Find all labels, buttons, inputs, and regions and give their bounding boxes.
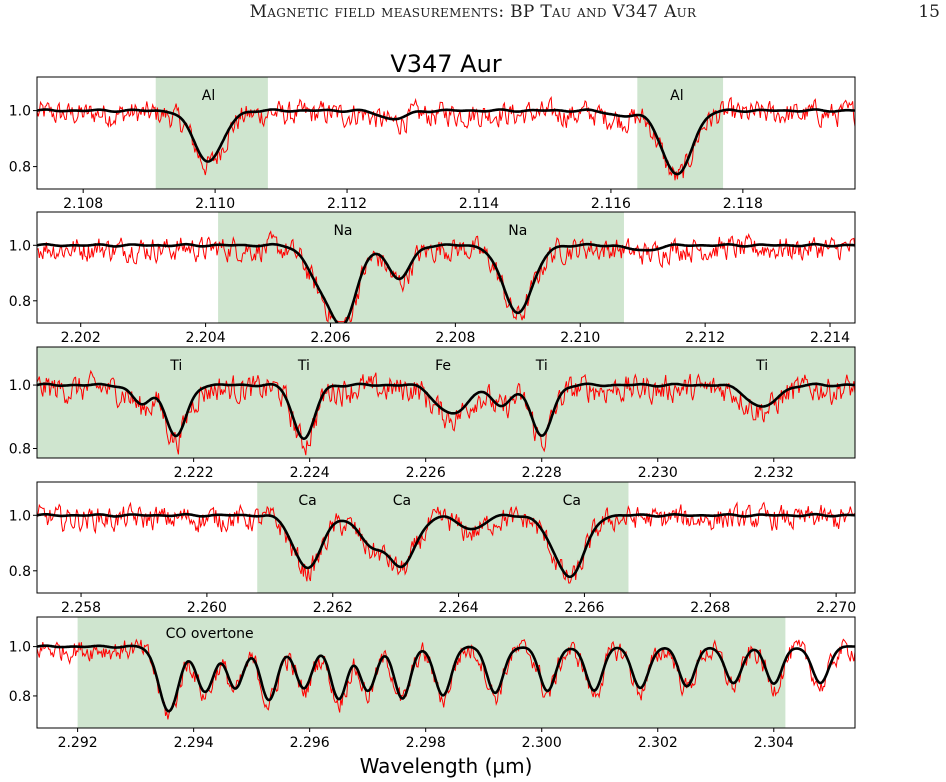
x-tick-label: 2.304 bbox=[754, 735, 794, 751]
line-label: Fe bbox=[435, 358, 451, 374]
x-tick-label: 2.214 bbox=[810, 330, 850, 346]
model-spectrum-line bbox=[37, 242, 855, 323]
x-tick-label: 2.206 bbox=[310, 330, 350, 346]
x-tick-label: 2.202 bbox=[61, 330, 101, 346]
x-tick-label: 2.270 bbox=[816, 600, 856, 616]
y-tick-label: 1.0 bbox=[9, 508, 31, 524]
x-tick-label: 2.230 bbox=[638, 465, 678, 481]
figure-title: V347 Aur bbox=[390, 50, 501, 78]
y-tick-label: 1.0 bbox=[9, 640, 31, 656]
axes-frame bbox=[36, 346, 856, 459]
line-label: Ca bbox=[393, 493, 411, 509]
line-label: Ti bbox=[169, 358, 182, 374]
line-label: Na bbox=[508, 223, 527, 239]
model-spectrum-line bbox=[37, 512, 855, 579]
axes-frame bbox=[36, 481, 856, 594]
x-tick-label: 2.116 bbox=[591, 196, 631, 212]
highlight-region bbox=[155, 77, 268, 189]
line-label: Ca bbox=[563, 493, 581, 509]
band-label: CO overtone bbox=[166, 626, 254, 642]
highlight-region bbox=[37, 347, 855, 458]
x-tick-label: 2.204 bbox=[186, 330, 226, 346]
x-tick-label: 2.110 bbox=[195, 196, 235, 212]
x-tick-label: 2.112 bbox=[327, 196, 367, 212]
observed-spectrum-line bbox=[37, 230, 855, 323]
y-tick-label: 1.0 bbox=[9, 238, 31, 254]
x-tick-label: 2.262 bbox=[313, 600, 353, 616]
panel-5: 2.292 2.294 2.296 2.298 2.300 2.302 2.304 0.8 1.… bbox=[9, 616, 856, 751]
x-tick-label: 2.266 bbox=[564, 600, 604, 616]
x-tick-label: 2.294 bbox=[174, 735, 214, 751]
line-label: Ti bbox=[755, 358, 768, 374]
y-tick-label: 0.8 bbox=[9, 294, 31, 310]
x-tick-label: 2.108 bbox=[63, 196, 103, 212]
panel-2: 2.202 2.204 2.206 2.208 2.210 2.212 2.214 0.8 1.… bbox=[9, 211, 856, 346]
line-label: Al bbox=[670, 88, 683, 104]
line-label: Ca bbox=[298, 493, 316, 509]
x-tick-label: 2.210 bbox=[560, 330, 600, 346]
x-tick-label: 2.114 bbox=[459, 196, 499, 212]
line-label: Na bbox=[333, 223, 352, 239]
x-tick-label: 2.258 bbox=[61, 600, 101, 616]
observed-spectrum-line bbox=[37, 369, 855, 456]
axes-frame bbox=[36, 616, 856, 729]
running-title: Magnetic field measurements: BP Tau and … bbox=[249, 2, 697, 22]
y-tick-label: 0.8 bbox=[9, 160, 31, 176]
x-tick-label: 2.212 bbox=[685, 330, 725, 346]
x-tick-label: 2.300 bbox=[522, 735, 562, 751]
axes-frame bbox=[36, 76, 856, 190]
x-tick-label: 2.224 bbox=[290, 465, 330, 481]
x-tick-label: 2.268 bbox=[690, 600, 730, 616]
model-spectrum-line bbox=[37, 644, 855, 713]
x-tick-label: 2.296 bbox=[290, 735, 330, 751]
y-tick-label: 0.8 bbox=[9, 564, 31, 580]
highlight-region bbox=[637, 77, 724, 189]
x-tick-label: 2.118 bbox=[723, 196, 763, 212]
y-tick-label: 1.0 bbox=[9, 378, 31, 394]
x-tick-label: 2.228 bbox=[522, 465, 562, 481]
x-tick-label: 2.260 bbox=[187, 600, 227, 616]
y-tick-label: 0.8 bbox=[9, 689, 31, 705]
model-spectrum-line bbox=[37, 108, 855, 176]
highlight-region bbox=[218, 212, 624, 323]
x-tick-label: 2.226 bbox=[406, 465, 446, 481]
page-number: 15 bbox=[918, 2, 940, 22]
panel-1: 2.108 2.110 2.112 2.114 2.116 2.118 0.8 1.0 Al Al bbox=[9, 76, 856, 212]
page-header: Magnetic field measurements: BP Tau and … bbox=[0, 0, 946, 40]
line-label: Al bbox=[202, 88, 215, 104]
model-spectrum-line bbox=[37, 382, 855, 441]
x-axis-label: Wavelength (μm) bbox=[360, 754, 533, 778]
line-label: Ti bbox=[297, 358, 310, 374]
y-tick-label: 1.0 bbox=[9, 104, 31, 120]
x-tick-label: 2.292 bbox=[58, 735, 98, 751]
panel-3: 2.222 2.224 2.226 2.228 2.230 2.232 0.8 1.0 Ti Ti… bbox=[9, 346, 856, 481]
x-tick-label: 2.208 bbox=[435, 330, 475, 346]
x-tick-label: 2.232 bbox=[754, 465, 794, 481]
axes-frame bbox=[36, 211, 856, 324]
panel-4: 2.258 2.260 2.262 2.264 2.266 2.268 2.270 0.8 1.… bbox=[9, 481, 856, 616]
x-tick-label: 2.222 bbox=[174, 465, 214, 481]
line-label: Ti bbox=[535, 358, 548, 374]
x-tick-label: 2.302 bbox=[638, 735, 678, 751]
x-tick-label: 2.298 bbox=[406, 735, 446, 751]
x-tick-label: 2.264 bbox=[439, 600, 479, 616]
y-tick-label: 0.8 bbox=[9, 441, 31, 457]
